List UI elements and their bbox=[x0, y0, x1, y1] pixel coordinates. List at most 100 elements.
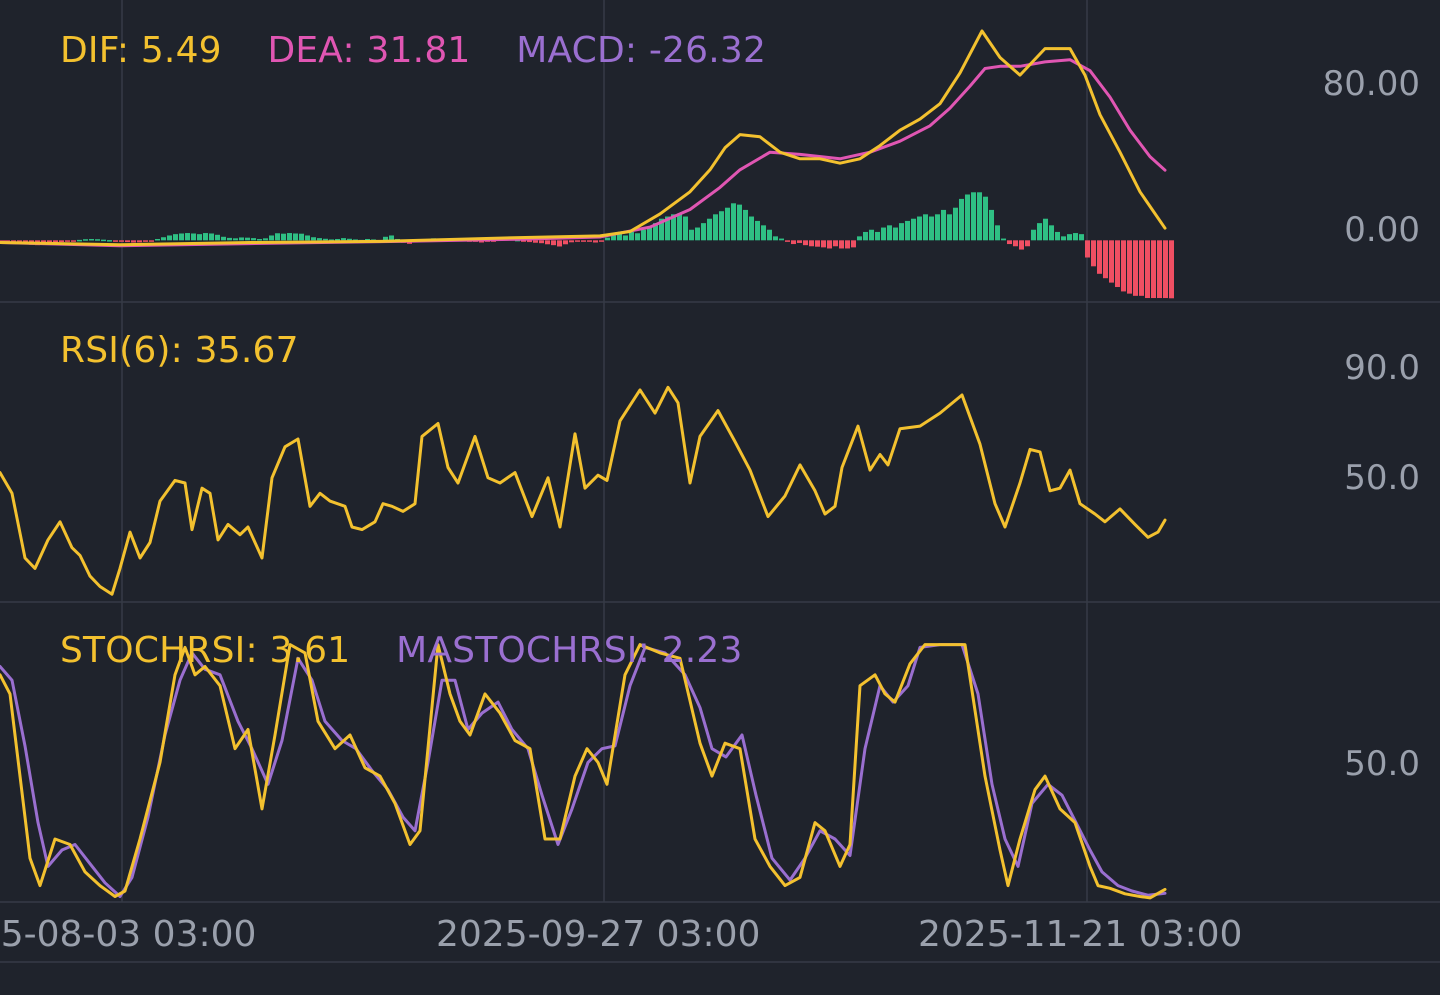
macd-histogram-bar bbox=[1151, 240, 1156, 299]
macd-histogram-bar bbox=[977, 192, 982, 241]
macd-histogram-bar bbox=[899, 223, 904, 241]
macd-histogram-bar bbox=[863, 231, 868, 241]
macd-histogram-bar bbox=[971, 192, 976, 241]
macd-histogram-bar bbox=[785, 240, 790, 242]
macd-histogram-bar bbox=[1043, 218, 1048, 241]
macd-histogram-bar bbox=[689, 229, 694, 241]
macd-histogram-bar bbox=[767, 229, 772, 241]
macd-histogram-bar bbox=[125, 240, 130, 243]
macd-histogram-bar bbox=[629, 231, 634, 241]
macd-histogram-bar bbox=[65, 240, 70, 242]
macd-histogram-bar bbox=[131, 240, 136, 243]
macd-histogram-bar bbox=[347, 238, 352, 241]
macd-histogram-bar bbox=[1091, 240, 1096, 267]
macd-histogram-bar bbox=[251, 238, 256, 241]
macd-histogram-bar bbox=[341, 238, 346, 241]
macd-histogram-bar bbox=[149, 240, 154, 242]
macd-histogram-bar bbox=[641, 229, 646, 241]
macd-histogram-bar bbox=[89, 238, 94, 241]
macd-histogram-bar bbox=[677, 213, 682, 241]
macd-y-tick-label: 0.00 bbox=[1344, 210, 1420, 250]
macd-histogram-bar bbox=[95, 239, 100, 241]
macd-histogram-bar bbox=[155, 238, 160, 241]
rsi-y-tick-label: 50.0 bbox=[1344, 458, 1420, 498]
macd-histogram-bar bbox=[575, 240, 580, 242]
macd-histogram-bar bbox=[635, 233, 640, 241]
macd-histogram-bar bbox=[233, 238, 238, 241]
macd-histogram-bar bbox=[581, 240, 586, 242]
macd-histogram-bar bbox=[137, 240, 142, 243]
macd-histogram-bar bbox=[665, 216, 670, 241]
mastochrsi-line bbox=[0, 643, 1167, 898]
stochrsi-legend-label: STOCHRSI: 3.61 bbox=[60, 630, 351, 671]
stochrsi-y-tick-label: 50.0 bbox=[1344, 744, 1420, 784]
macd-histogram-bar bbox=[1007, 240, 1012, 245]
macd-histogram-bar bbox=[869, 229, 874, 241]
macd-histogram-bar bbox=[695, 227, 700, 241]
macd-histogram-bar bbox=[161, 237, 166, 241]
macd-histogram-bar bbox=[917, 216, 922, 241]
macd-histogram-bar bbox=[1103, 240, 1108, 279]
macd-histogram-bar bbox=[857, 236, 862, 241]
macd-histogram-bar bbox=[323, 238, 328, 241]
macd-histogram-bar bbox=[743, 209, 748, 241]
macd-histogram-bar bbox=[953, 207, 958, 241]
rsi-legend-label: RSI(6): 35.67 bbox=[60, 330, 299, 371]
macd-histogram-bar bbox=[101, 239, 106, 242]
macd-histogram-bar bbox=[275, 233, 280, 241]
macd-histogram-bar bbox=[293, 233, 298, 241]
macd-histogram-bar bbox=[683, 216, 688, 241]
macd-histogram-bar bbox=[221, 236, 226, 241]
macd-histogram-bar bbox=[1163, 240, 1168, 299]
macd-histogram-bar bbox=[881, 227, 886, 241]
macd-histogram-bar bbox=[887, 225, 892, 241]
macd-histogram-bar bbox=[311, 237, 316, 241]
macd-histogram-bar bbox=[731, 203, 736, 241]
macd-histogram-bar bbox=[257, 238, 262, 241]
macd-histogram-bar bbox=[905, 220, 910, 241]
dif-line bbox=[0, 29, 1167, 247]
macd-histogram-bar bbox=[1115, 240, 1120, 288]
macd-histogram-bar bbox=[59, 240, 64, 243]
macd-histogram-bar bbox=[653, 223, 658, 241]
macd-histogram-bar bbox=[167, 235, 172, 241]
macd-histogram-bar bbox=[551, 240, 556, 246]
macd-histogram-bar bbox=[299, 233, 304, 241]
macd-histogram-bar bbox=[1061, 236, 1066, 241]
macd-histogram-bar bbox=[923, 214, 928, 241]
rsi-y-tick-label: 90.0 bbox=[1344, 348, 1420, 388]
macd-histogram-bar bbox=[119, 240, 124, 242]
macd-histogram-bar bbox=[791, 240, 796, 245]
macd-histogram-bar bbox=[947, 214, 952, 241]
macd-histogram-bar bbox=[1097, 240, 1102, 274]
x-axis-date-label: 2025-09-27 03:00 bbox=[436, 914, 761, 955]
macd-histogram-bar bbox=[803, 240, 808, 246]
macd-histogram-bar bbox=[1037, 223, 1042, 241]
macd-histogram-bar bbox=[1013, 240, 1018, 247]
macd-histogram-bar bbox=[143, 240, 148, 242]
macd-histogram-bar bbox=[1169, 240, 1174, 299]
macd-histogram-bar bbox=[761, 225, 766, 241]
series-lines bbox=[0, 29, 1167, 900]
macd-histogram-bar bbox=[197, 234, 202, 241]
macd-histogram-bar bbox=[587, 240, 592, 242]
macd-histogram-bar bbox=[737, 204, 742, 241]
x-axis-date-label: 2025-08-03 03:00 bbox=[0, 914, 257, 955]
macd-histogram-bar bbox=[713, 214, 718, 241]
dif-legend-label: DIF: 5.49 bbox=[60, 30, 222, 71]
macd-histogram-bar bbox=[1049, 225, 1054, 241]
macd-histogram-bar bbox=[1133, 240, 1138, 296]
macd-histogram-bar bbox=[203, 233, 208, 241]
macd-histogram-bar bbox=[329, 239, 334, 241]
macd-histogram-bar bbox=[1073, 233, 1078, 241]
macd-histogram-bar bbox=[107, 240, 112, 242]
macd-legend-label: MACD: -26.32 bbox=[516, 30, 767, 71]
macd-histogram-bar bbox=[365, 238, 370, 241]
macd-histogram-bar bbox=[893, 227, 898, 241]
macd-histogram-bar bbox=[269, 235, 274, 241]
macd-histogram-bar bbox=[239, 237, 244, 241]
macd-histogram-bar bbox=[215, 234, 220, 241]
macd-histogram-bar bbox=[1079, 234, 1084, 241]
